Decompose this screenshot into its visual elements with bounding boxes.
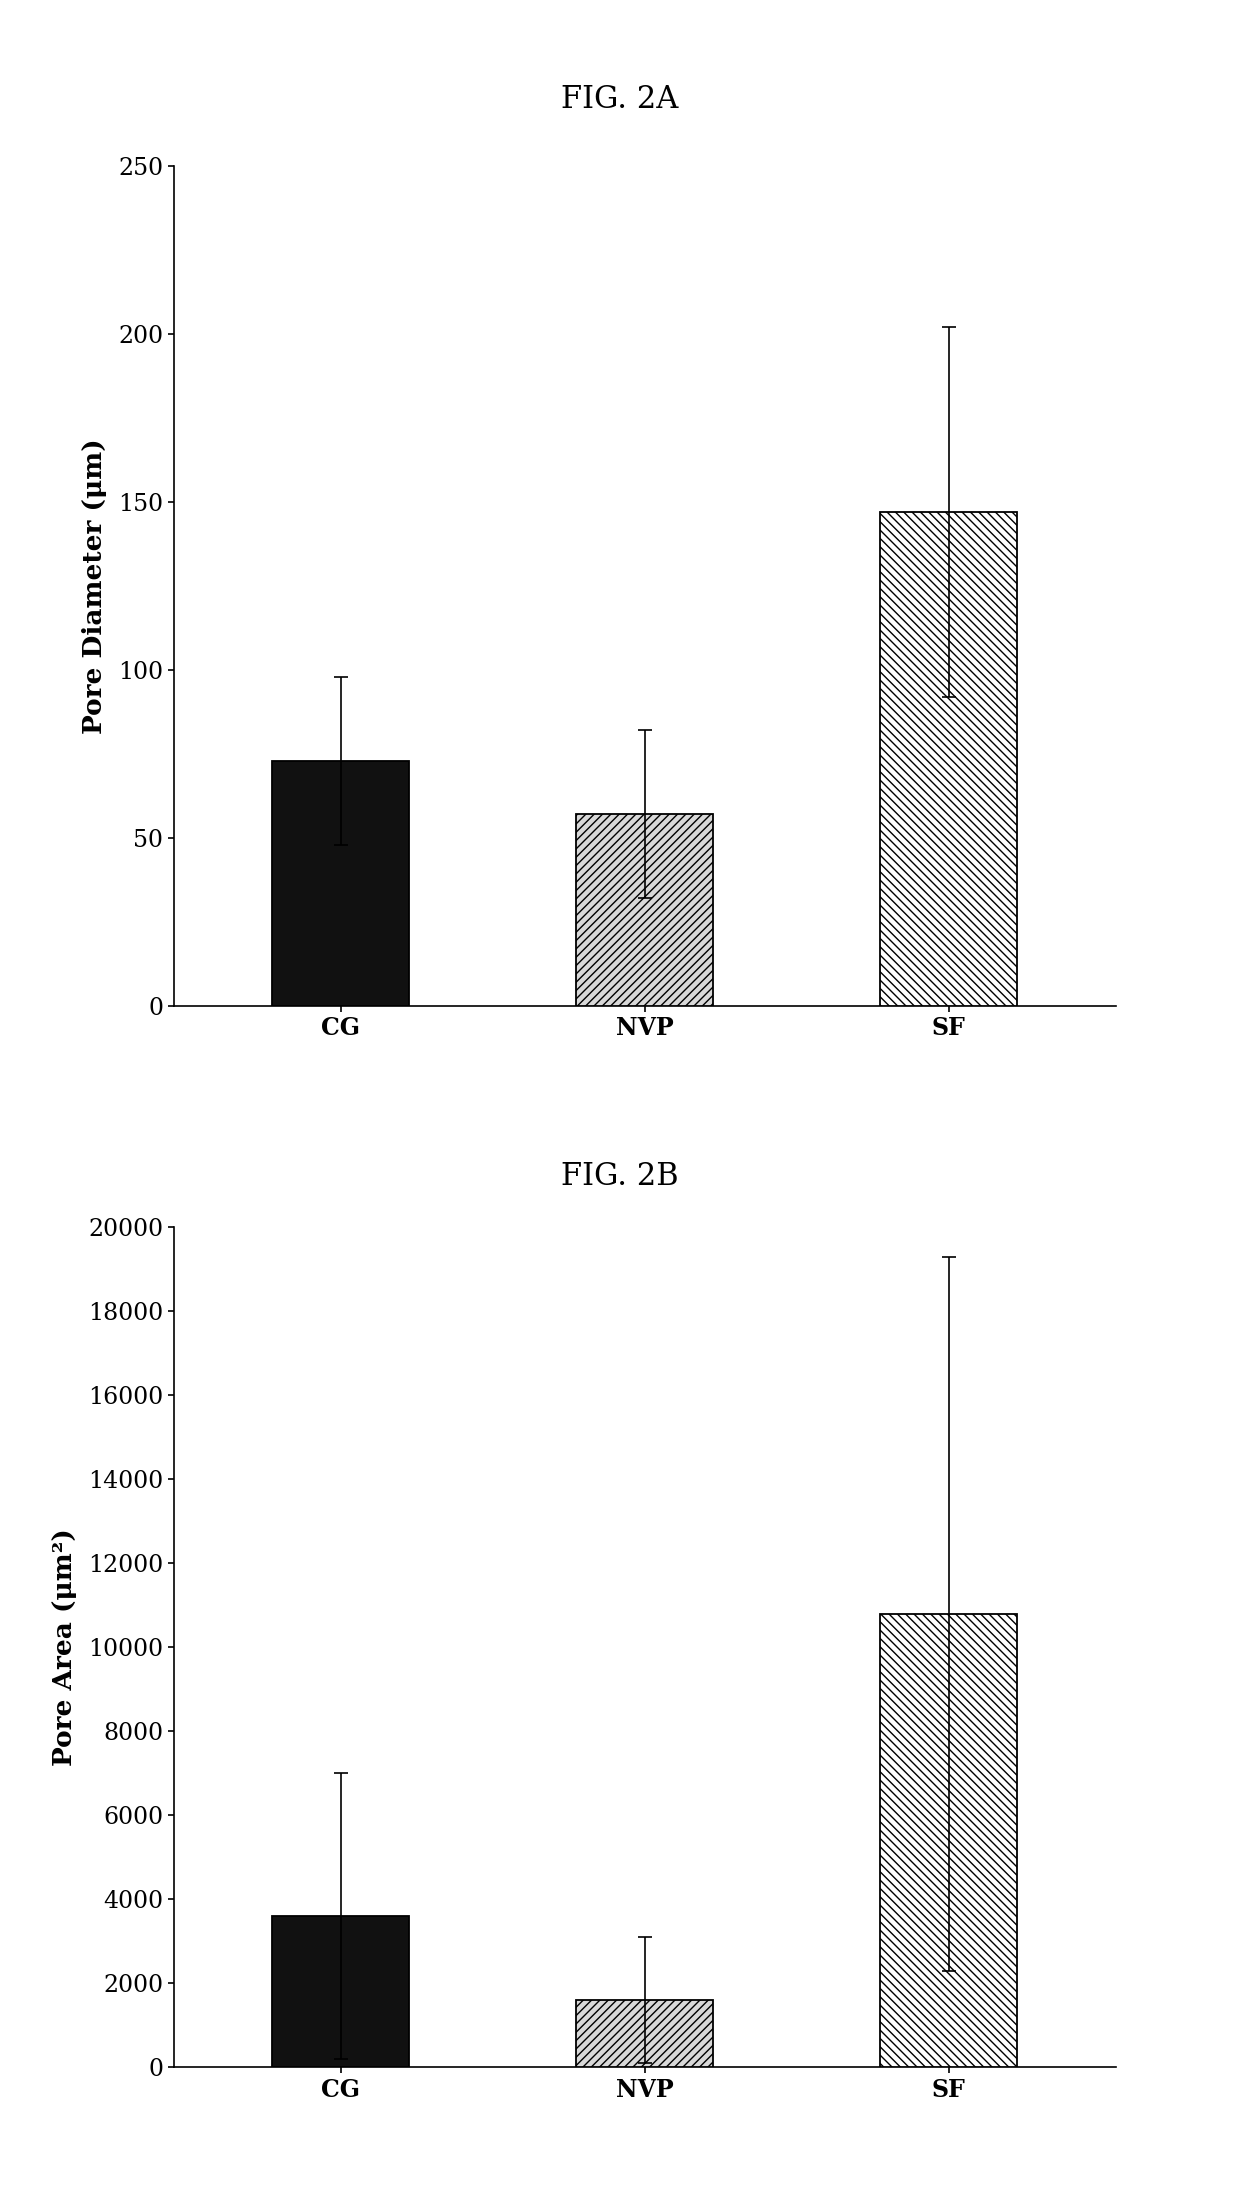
- Bar: [577, 814, 713, 1006]
- Bar: [273, 761, 409, 1006]
- Text: FIG. 2B: FIG. 2B: [562, 1161, 678, 1192]
- Bar: [880, 513, 1017, 1006]
- Bar: [273, 1917, 409, 2067]
- Bar: [577, 2001, 713, 2067]
- Y-axis label: Pore Area (μm²): Pore Area (μm²): [52, 1528, 77, 1767]
- Bar: [880, 1614, 1017, 2067]
- Text: FIG. 2A: FIG. 2A: [562, 84, 678, 115]
- Y-axis label: Pore Diameter (μm): Pore Diameter (μm): [82, 438, 107, 734]
